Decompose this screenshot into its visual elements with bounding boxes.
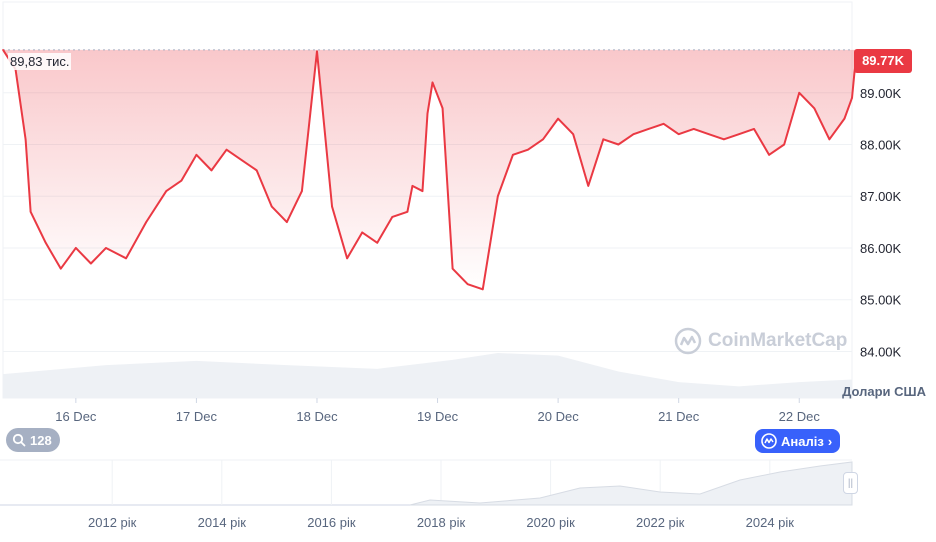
data-point xyxy=(391,216,394,218)
data-point xyxy=(421,190,424,192)
data-point xyxy=(90,262,92,265)
data-point xyxy=(431,81,434,84)
data-point xyxy=(165,190,168,192)
data-point xyxy=(240,159,243,161)
zoom-level-pill[interactable]: 128 xyxy=(6,428,60,452)
data-point xyxy=(316,50,318,53)
analyze-button[interactable]: Аналіз › xyxy=(755,429,841,453)
y-tick-label: 84.00K xyxy=(860,344,902,359)
data-point xyxy=(180,179,183,182)
data-point xyxy=(828,138,831,141)
data-point xyxy=(662,123,665,125)
current-price-badge: 89.77K xyxy=(854,49,912,73)
navigator-handle[interactable]: || xyxy=(843,472,858,494)
volume-area xyxy=(3,352,852,398)
data-point xyxy=(632,133,635,135)
data-point xyxy=(210,169,213,172)
chevron-right-icon: › xyxy=(827,433,833,449)
grip-icon: || xyxy=(847,477,854,489)
data-point xyxy=(451,267,454,270)
data-point xyxy=(225,148,228,151)
data-point xyxy=(617,143,620,146)
x-tick-label: 22 Dec xyxy=(779,409,821,424)
data-point xyxy=(798,91,801,94)
data-point xyxy=(527,148,529,151)
data-point xyxy=(466,283,469,285)
watermark-text: CoinMarketCap xyxy=(708,330,848,351)
navigator-tick-label: 2018 рік xyxy=(417,515,466,530)
zoom-level-value: 128 xyxy=(30,432,52,448)
data-point xyxy=(441,107,444,110)
data-point xyxy=(692,128,695,130)
data-point xyxy=(738,133,740,135)
data-point xyxy=(75,247,77,249)
data-point xyxy=(647,128,650,130)
y-axis-unit-label: Долари США xyxy=(842,384,926,399)
x-tick-label: 16 Dec xyxy=(55,409,97,424)
analyze-icon xyxy=(761,433,777,449)
data-point xyxy=(301,190,303,192)
data-point xyxy=(481,288,484,291)
data-point xyxy=(406,210,409,213)
data-point xyxy=(125,257,127,260)
data-point xyxy=(572,133,574,135)
data-point xyxy=(602,138,605,141)
data-point xyxy=(59,267,62,270)
data-point xyxy=(851,97,853,99)
navigator-tick-label: 2020 рік xyxy=(526,515,575,530)
data-point xyxy=(557,117,559,120)
data-point xyxy=(497,195,499,198)
data-point xyxy=(331,205,333,208)
data-point xyxy=(542,138,544,141)
data-point xyxy=(426,112,429,115)
hover-price-label: 89,83 тис. xyxy=(8,53,72,70)
data-point xyxy=(843,117,846,120)
x-tick-label: 19 Dec xyxy=(417,409,459,424)
y-tick-label: 89.00K xyxy=(860,86,902,101)
y-tick-label: 88.00K xyxy=(860,138,902,153)
data-point xyxy=(512,154,514,156)
zoom-icon xyxy=(12,433,26,447)
x-tick-label: 21 Dec xyxy=(658,409,700,424)
watermark: CoinMarketCap xyxy=(674,327,847,355)
data-point xyxy=(29,210,32,213)
coinmarketcap-logo-icon xyxy=(674,327,702,355)
price-area-fill xyxy=(3,49,857,290)
x-tick-label: 17 Dec xyxy=(176,409,218,424)
data-point xyxy=(270,205,273,208)
navigator-tick-label: 2016 рік xyxy=(307,515,356,530)
data-point xyxy=(255,169,258,172)
y-tick-label: 85.00K xyxy=(860,293,902,308)
data-point xyxy=(587,185,590,187)
data-point xyxy=(105,247,107,249)
analyze-label: Аналіз xyxy=(781,433,824,449)
y-tick-label: 86.00K xyxy=(860,241,902,256)
navigator-tick-label: 2014 рік xyxy=(198,515,247,530)
data-point xyxy=(783,143,785,146)
navigator-tick-label: 2012 рік xyxy=(88,515,137,530)
navigator-area xyxy=(409,461,853,506)
navigator-tick-label: 2022 рік xyxy=(636,515,685,530)
data-point xyxy=(768,154,770,156)
x-tick-label: 20 Dec xyxy=(538,409,580,424)
data-point xyxy=(677,133,680,135)
data-point xyxy=(346,257,348,260)
data-point xyxy=(145,221,147,223)
data-point xyxy=(723,138,725,141)
data-point xyxy=(2,49,4,51)
data-point xyxy=(411,185,414,187)
x-tick-label: 18 Dec xyxy=(296,409,338,424)
data-point xyxy=(708,133,710,135)
data-point xyxy=(286,221,288,223)
data-point xyxy=(361,231,363,234)
y-tick-label: 87.00K xyxy=(860,189,902,204)
data-point xyxy=(195,154,198,156)
data-point xyxy=(753,128,755,130)
data-point xyxy=(813,107,816,110)
data-point xyxy=(44,242,47,244)
data-point xyxy=(24,138,27,141)
navigator-tick-label: 2024 рік xyxy=(746,515,795,530)
data-point xyxy=(376,242,379,244)
